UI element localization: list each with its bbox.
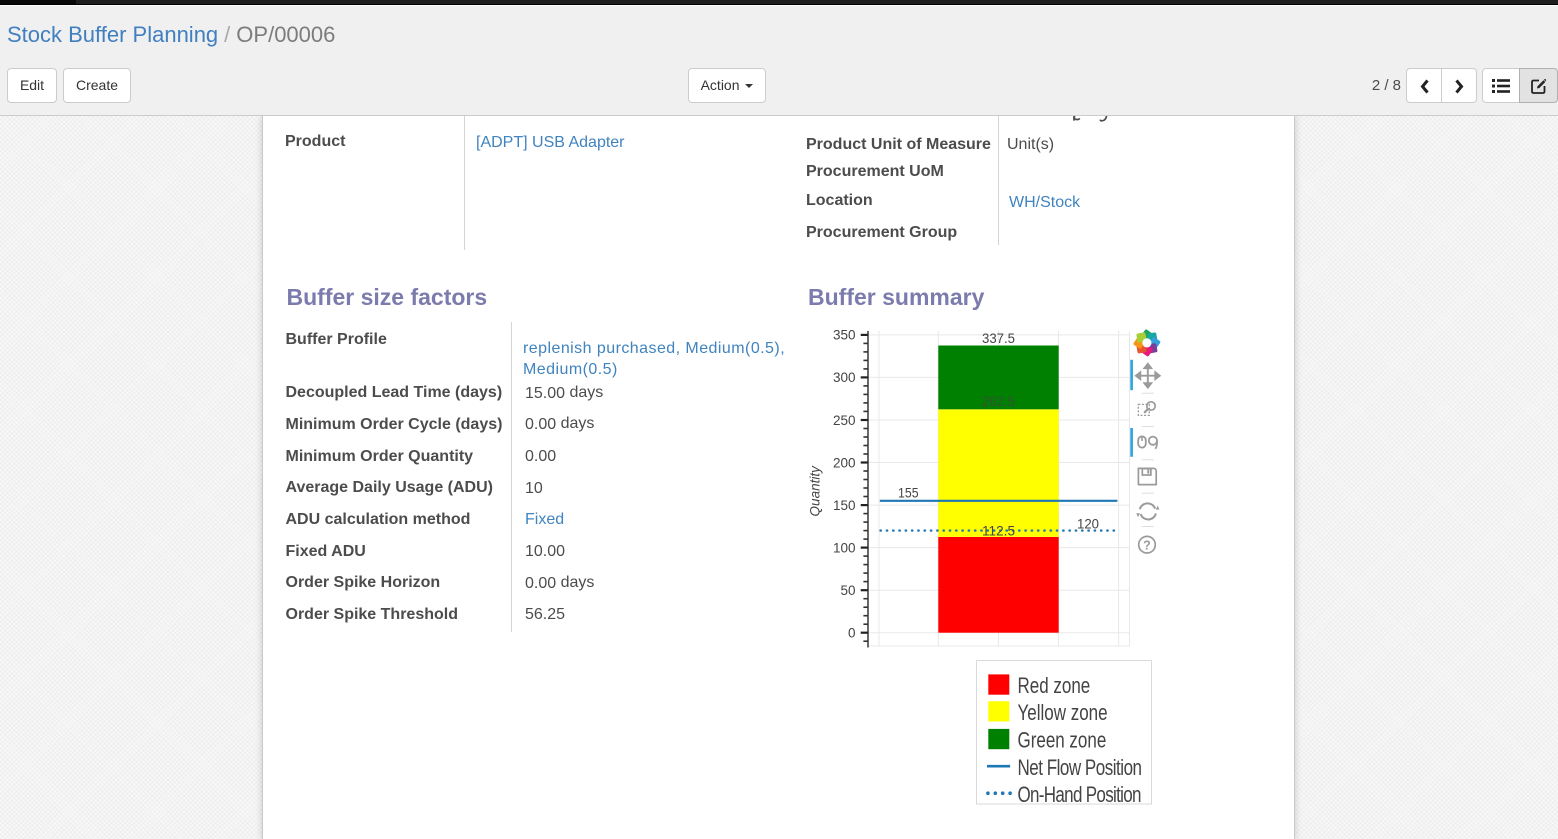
svg-text:Yellow zone: Yellow zone	[1018, 701, 1108, 726]
svg-text:350: 350	[833, 328, 856, 343]
svg-text:200: 200	[833, 455, 856, 470]
svg-text:Net Flow Position: Net Flow Position	[1018, 756, 1143, 781]
svg-text:112.5: 112.5	[982, 523, 1015, 539]
svg-text:120: 120	[1077, 515, 1099, 531]
svg-text:Quantity: Quantity	[808, 465, 823, 517]
svg-text:50: 50	[840, 583, 855, 598]
svg-text:100: 100	[833, 540, 856, 555]
svg-text:0: 0	[848, 626, 856, 641]
svg-text:Green zone: Green zone	[1018, 728, 1107, 753]
svg-text:Red zone: Red zone	[1018, 674, 1091, 699]
svg-text:On-Hand Position: On-Hand Position	[1018, 783, 1142, 808]
svg-text:337.5: 337.5	[982, 330, 1015, 346]
svg-text:150: 150	[833, 498, 856, 513]
svg-text:262.5: 262.5	[982, 393, 1015, 409]
svg-text:155: 155	[898, 484, 919, 500]
svg-text:?: ?	[1143, 539, 1151, 553]
svg-text:300: 300	[833, 370, 856, 385]
svg-text:250: 250	[833, 413, 856, 428]
